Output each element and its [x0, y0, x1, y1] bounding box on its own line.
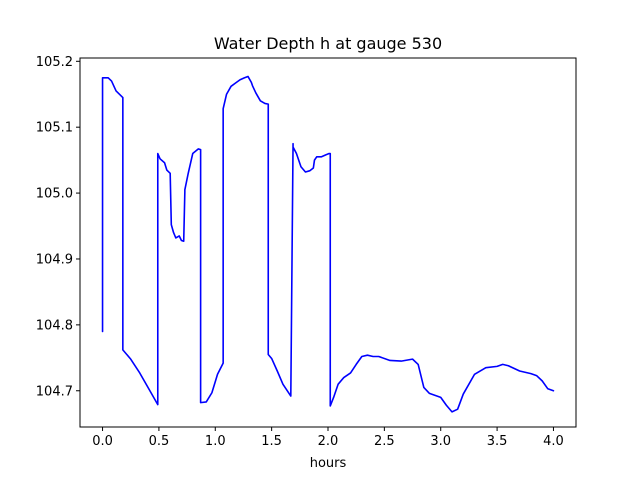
y-tick-label: 105.1 — [36, 121, 73, 136]
x-tick-label: 3.0 — [430, 434, 451, 449]
plot-content — [101, 75, 555, 413]
y-tick-label: 104.9 — [36, 252, 73, 267]
y-axis-ticks: 104.7 104.8 104.9 105.0 105.1 105.2 — [36, 55, 80, 399]
y-tick-label: 105.2 — [36, 55, 73, 70]
x-tick-label: 0.5 — [149, 434, 170, 449]
y-tick-label: 104.8 — [36, 318, 73, 333]
series-line-0 — [101, 75, 555, 413]
plot-frame — [79, 57, 577, 428]
x-tick-label: 0.0 — [92, 434, 113, 449]
x-tick-label: 2.0 — [318, 434, 339, 449]
x-tick-label: 1.0 — [205, 434, 226, 449]
y-tick-label: 105.0 — [36, 187, 73, 202]
x-axis-label: hours — [310, 456, 347, 471]
x-axis-ticks: 0.0 0.5 1.0 1.5 2.0 2.5 3.0 3.5 4.0 — [92, 427, 564, 449]
x-tick-label: 3.5 — [487, 434, 508, 449]
y-tick-label: 104.7 — [36, 384, 73, 399]
x-tick-label: 2.5 — [374, 434, 395, 449]
x-tick-label: 1.5 — [261, 434, 282, 449]
x-tick-label: 4.0 — [543, 434, 564, 449]
chart-title: Water Depth h at gauge 530 — [214, 34, 442, 53]
